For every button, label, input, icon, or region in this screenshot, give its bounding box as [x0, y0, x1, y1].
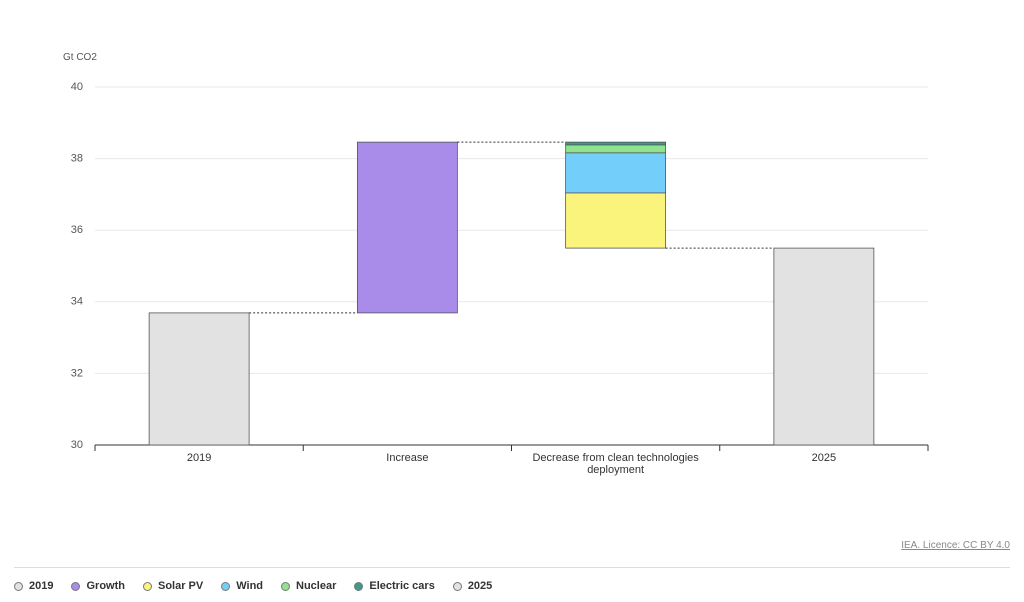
legend-label: 2019 [29, 580, 54, 592]
legend: 2019 Growth Solar PV Wind Nuclear Electric ca… [14, 580, 492, 592]
y-tick-label: 30 [71, 439, 83, 451]
legend-label: Solar PV [157, 580, 204, 592]
legend-item: Nuclear [281, 580, 336, 592]
legend-swatch [281, 581, 291, 591]
legend-item: 2019 [14, 580, 53, 592]
x-tick-label: Increase [386, 452, 429, 464]
legend-swatch [142, 581, 152, 591]
legend-swatch [71, 581, 81, 591]
legend-label: Nuclear [296, 580, 337, 592]
legend-item: Electric cars [354, 580, 435, 592]
bar [565, 144, 667, 154]
source-link[interactable]: IEA. Licence: CC BY 4.0 [901, 540, 1010, 551]
bar [565, 141, 667, 146]
y-tick-label: 32 [71, 367, 83, 379]
legend-label: 2025 [467, 580, 493, 592]
bar [148, 312, 250, 446]
bar [565, 152, 667, 194]
x-tick-label: 2019 [186, 452, 212, 464]
legend-swatch [354, 581, 364, 591]
legend-item: Solar PV [142, 580, 204, 592]
y-axis-unit: Gt CO2 [63, 52, 97, 63]
separator [14, 567, 1010, 568]
legend-label: Wind [236, 580, 264, 592]
legend-label: Electric cars [369, 580, 435, 592]
legend-label: Growth [86, 580, 125, 592]
legend-swatch [452, 581, 462, 591]
x-tick-label: 2025 [811, 452, 837, 464]
legend-item: 2025 [452, 580, 493, 592]
y-tick-label: 36 [71, 224, 83, 236]
legend-item: Growth [71, 580, 125, 592]
bar [773, 247, 875, 446]
y-tick-label: 38 [71, 153, 83, 165]
y-tick-label: 34 [71, 296, 83, 308]
x-tick-label: Decrease from clean technologies deploym… [532, 452, 699, 476]
bar [356, 141, 458, 314]
legend-swatch [14, 581, 23, 591]
bar [565, 192, 667, 249]
y-tick-label: 40 [71, 81, 83, 93]
legend-swatch [221, 581, 231, 591]
legend-item: Wind [221, 580, 263, 592]
